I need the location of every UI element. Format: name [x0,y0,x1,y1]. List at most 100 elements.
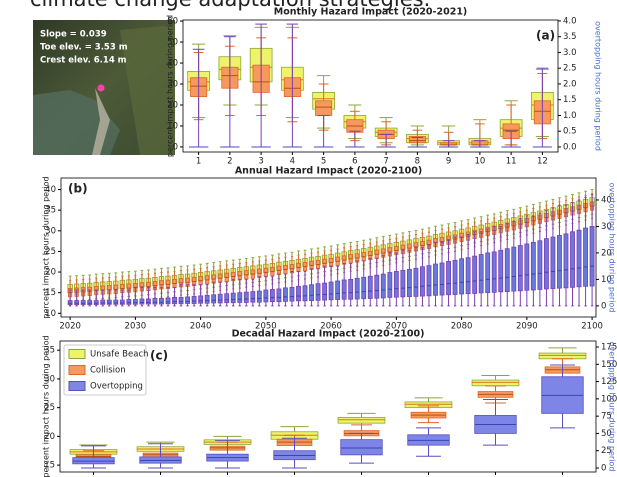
box [159,298,164,305]
y-tick-label: 20 [44,432,55,442]
box [367,275,373,299]
x-tick-label: 2070 [386,322,408,332]
box [420,266,425,297]
image-annotation: Toe elev. = 3.53 m [40,43,128,53]
y2-tick-label: 0 [601,463,606,473]
legend-label: Overtopping [90,382,143,392]
box [93,300,99,305]
box [400,270,406,298]
y2-axis-label: overtopping hours during period [608,183,617,313]
box [106,299,112,305]
y2-tick-label: 40 [601,195,612,205]
box [471,379,520,387]
x-tick-label: 7 [383,157,388,167]
box [283,287,288,302]
x-tick-label: 9 [446,157,451,167]
x-tick-label: 2090 [516,322,538,332]
box [446,260,451,296]
box [237,292,243,303]
box [230,292,236,304]
plot-frame [60,177,597,318]
panel-label: (a) [536,29,555,43]
y2-tick-label: 0.0 [563,142,577,152]
y2-tick-label: 2.0 [563,79,577,89]
y-tick-label: 15 [45,288,56,298]
box [413,267,419,297]
x-tick-label: 3 [258,157,263,167]
y-tick-label: 20 [167,100,178,110]
y2-tick-label: 1.0 [563,111,577,121]
box [557,235,562,289]
box [530,241,536,291]
page-header: climate change adaptation strategies. [30,0,430,11]
y-tick-label: 25 [45,247,56,257]
box [485,252,491,294]
box [256,290,262,303]
legend-label: Collision [90,366,126,376]
y-tick-label: 10 [167,121,178,131]
x-tick-label: 2100 [581,322,603,332]
box [289,286,295,302]
box [250,291,256,303]
legend-label: Unsafe Beach [90,350,149,360]
y2-tick-label: 3.0 [563,48,577,58]
y2-tick-label: 0 [601,301,606,311]
box [113,299,119,305]
box [511,246,517,292]
box [315,283,321,301]
y2-tick-label: 125 [601,377,617,387]
y2-tick-label: 175 [601,343,617,353]
box [315,100,333,116]
x-tick-label: 2040 [190,322,212,332]
y2-tick-label: 30 [601,222,612,232]
box [139,298,145,305]
box [211,294,217,304]
box [198,295,204,304]
plot-frame [182,19,559,153]
box [393,271,399,298]
y2-tick-label: 50 [601,429,612,439]
box [100,299,106,305]
box [119,299,125,305]
y2-tick-label: 10 [601,275,612,285]
x-tick-label: 2 [227,157,232,167]
y-axis-label: percent impact hours during period [166,15,175,157]
box [172,297,177,305]
box [328,281,334,301]
box [583,227,588,287]
y-tick-label: 40 [167,59,178,69]
y2-tick-label: 4.0 [563,16,577,26]
y-tick-label: 40 [45,185,56,195]
x-tick-label: 2050 [255,322,277,332]
y2-tick-label: 1.5 [563,95,577,105]
box [354,277,360,300]
box [67,300,73,305]
chart-title: Annual Hazard Impact (2020-2100) [235,166,422,177]
y-tick-label: 35 [44,346,55,356]
x-tick-label: 4 [290,157,295,167]
y2-tick-label: 2.5 [563,64,577,74]
image-annotation: Slope = 0.039 [40,30,107,40]
chart-title: Decadal Hazard Impact (2020-2100) [232,329,425,340]
y-tick-label: 30 [44,374,55,384]
plot-frame [59,340,597,473]
box [152,298,158,305]
box [491,251,497,293]
box [374,274,380,299]
box [498,249,504,293]
y-tick-label: 30 [167,80,178,90]
box [335,280,341,300]
chart-title: Monthly Hazard Impact (2020-2021) [274,7,468,18]
y2-tick-label: 150 [601,360,617,370]
box [524,243,530,291]
box [433,263,438,296]
box [132,299,138,305]
box [517,245,523,292]
y-axis-label: percent impact hours during period [42,176,51,318]
x-tick-label: 2020 [59,322,81,332]
legend-swatch [68,381,86,391]
y2-tick-label: 25 [601,446,612,456]
x-tick-label: 10 [474,157,485,167]
box [322,282,328,301]
box [126,299,132,305]
